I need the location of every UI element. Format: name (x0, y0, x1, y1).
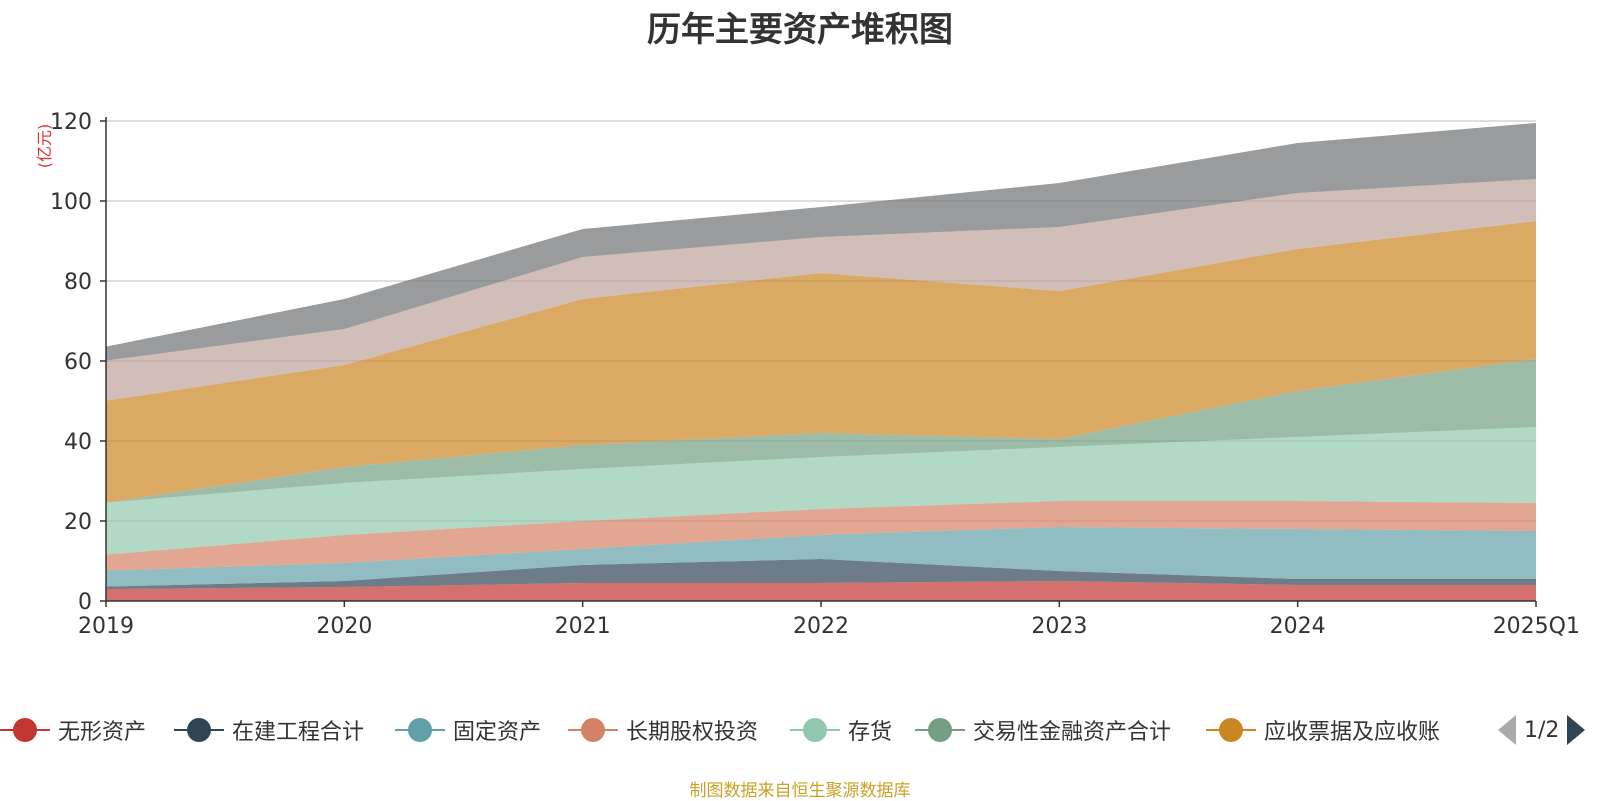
legend-prev-page-icon[interactable] (1498, 715, 1516, 745)
legend-item-changqiguquan[interactable]: 长期股权投资 (568, 710, 758, 750)
legend-pager: 1/2 (1498, 710, 1586, 750)
y-tick-label: 80 (64, 270, 92, 295)
legend-page-info: 1/2 (1524, 717, 1560, 743)
area-series-应收票据及应收账 (106, 221, 1536, 503)
legend: 无形资产 在建工程合计 固定资产 长期股权投资 存货 交易性 (0, 710, 1600, 750)
legend-label: 应收票据及应收账 (1264, 720, 1441, 745)
legend-symbol-icon (568, 710, 618, 750)
legend-dot-icon (408, 718, 432, 742)
y-tick-label: 0 (78, 590, 92, 615)
legend-label: 在建工程合计 (232, 720, 365, 745)
y-tick-label: 40 (64, 430, 92, 455)
legend-item-zaijiangongcheng[interactable]: 在建工程合计 (174, 710, 364, 750)
legend-item-jiaoyixing[interactable]: 交易性金融资产合计 (915, 710, 1171, 750)
area-series-存货 (106, 427, 1536, 555)
legend-symbol-icon (395, 710, 445, 750)
area-series-无形资产 (106, 581, 1536, 601)
stacked-area-chart: 0 20 40 60 80 100 120 2019 2020 2021 2022 2023 2024 2… (35, 110, 1580, 639)
legend-dot-icon (928, 718, 952, 742)
legend-dot-icon (581, 718, 605, 742)
x-tick-label: 2025Q1 (1493, 614, 1580, 639)
legend-next-page-icon[interactable] (1567, 715, 1586, 745)
y-tick-label: 20 (64, 510, 92, 535)
y-tick-label: 100 (50, 190, 92, 215)
legend-symbol-icon (1206, 710, 1256, 750)
y-tick-label: 120 (50, 110, 92, 135)
legend-label: 存货 (848, 720, 893, 745)
area-series-在建工程合计 (106, 559, 1536, 589)
y-tick-label: 60 (64, 350, 92, 375)
x-tick-label: 2021 (555, 614, 611, 639)
data-source-note: 制图数据来自恒生聚源数据库 (689, 781, 911, 801)
legend-item-yingshoupiaoju[interactable]: 应收票据及应收账 (1206, 710, 1440, 750)
legend-item-wuxingzichan[interactable]: 无形资产 (0, 710, 146, 750)
legend-dot-icon (803, 718, 827, 742)
legend-item-gudingzichan[interactable]: 固定资产 (395, 710, 541, 750)
x-tick-label: 2023 (1031, 614, 1087, 639)
x-tick-label: 2020 (316, 614, 372, 639)
legend-dot-icon (13, 718, 37, 742)
x-tick-label: 2024 (1270, 614, 1326, 639)
legend-symbol-icon (790, 710, 840, 750)
y-axis-unit-label: (亿元) (35, 124, 54, 169)
legend-label: 固定资产 (453, 720, 542, 745)
area-series-series-9 (106, 123, 1536, 361)
x-tick-label: 2022 (793, 614, 849, 639)
x-tick-label: 2019 (78, 614, 134, 639)
area-series-固定资产 (106, 527, 1536, 587)
legend-item-cunhuo[interactable]: 存货 (790, 710, 892, 750)
chart-title: 历年主要资产堆积图 (647, 10, 953, 50)
legend-dot-icon (1219, 718, 1243, 742)
legend-label: 长期股权投资 (626, 720, 759, 745)
legend-dot-icon (187, 718, 211, 742)
legend-symbol-icon (174, 710, 224, 750)
area-series-交易性金融资产合计 (106, 359, 1536, 503)
area-series-series-8 (106, 179, 1536, 401)
legend-label: 交易性金融资产合计 (973, 720, 1172, 745)
legend-label: 无形资产 (58, 720, 147, 745)
area-series-长期股权投资 (106, 501, 1536, 571)
legend-symbol-icon (0, 710, 50, 750)
legend-symbol-icon (915, 710, 965, 750)
